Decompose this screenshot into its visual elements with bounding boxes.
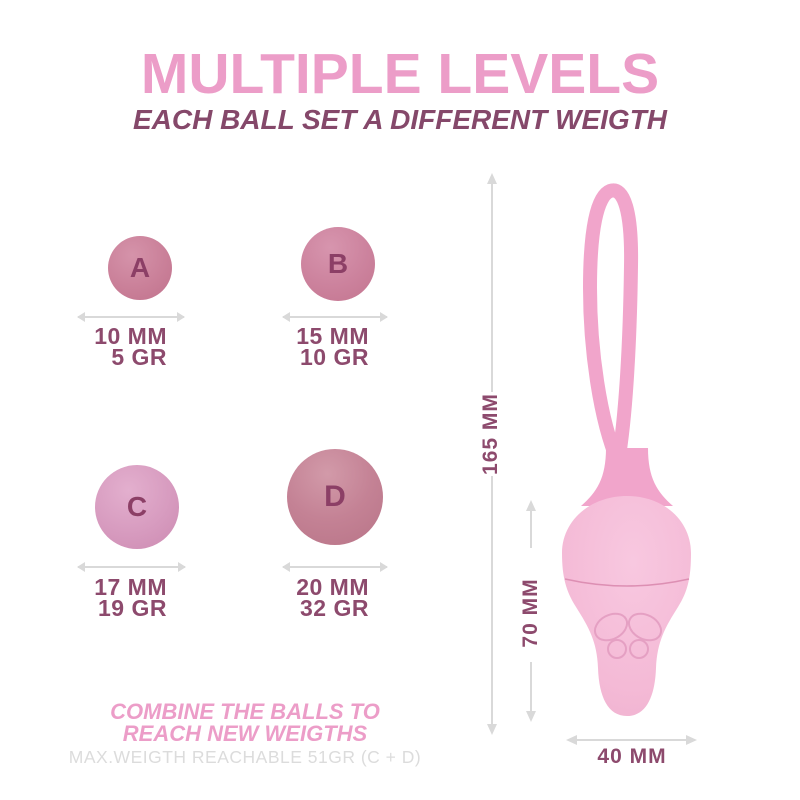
body-height-label: 70 MM xyxy=(519,578,542,648)
product-seam-line xyxy=(564,578,690,587)
product-loop xyxy=(583,183,639,469)
diameter-arrow-a xyxy=(77,312,185,322)
max-weight-note: MAX.WEIGTH REACHABLE 51GR (C + D) xyxy=(68,747,422,767)
ball-a: A xyxy=(108,236,172,300)
diameter-arrow-d xyxy=(282,562,388,572)
ball-b-letter: B xyxy=(327,248,349,279)
height-label: 165 MM xyxy=(479,393,502,475)
ball-b-weight: 10 GR xyxy=(300,344,369,370)
ball-a-weight: 5 GR xyxy=(111,344,167,370)
ball-d-size: 20 MM xyxy=(296,574,369,600)
ball-d-measure: 20 MM 32 GR xyxy=(242,574,369,621)
butterfly-emboss-icon xyxy=(593,612,663,659)
ball-d-weight: 32 GR xyxy=(300,595,369,621)
ball-c-measure: 17 MM 19 GR xyxy=(40,574,167,621)
ball-b-size: 15 MM xyxy=(296,323,369,349)
ball-d-letter: D xyxy=(324,480,346,513)
product-stem xyxy=(581,448,673,506)
page-subtitle: EACH BALL SET A DIFFERENT WEIGTH xyxy=(132,104,668,135)
ball-a-size: 10 MM xyxy=(94,323,167,349)
header: MULTIPLE LEVELS EACH BALL SET A DIFFEREN… xyxy=(0,44,800,134)
diameter-arrow-c xyxy=(77,562,186,572)
ball-b: B xyxy=(301,227,375,301)
ball-b-measure: 15 MM 10 GR xyxy=(242,323,369,370)
combine-line-2: REACH NEW WEIGTHS xyxy=(122,721,368,746)
ball-c-weight: 19 GR xyxy=(98,595,167,621)
ball-c-size: 17 MM xyxy=(94,574,167,600)
product-body xyxy=(562,496,691,716)
width-label: 40 MM xyxy=(597,745,667,768)
page-title: MULTIPLE LEVELS xyxy=(140,42,660,106)
ball-a-letter: A xyxy=(129,252,151,283)
combine-text: COMBINE THE BALLS TO REACH NEW WEIGTHS xyxy=(55,701,435,745)
ball-c: C xyxy=(95,465,179,549)
ball-c-letter: C xyxy=(126,491,148,522)
diameter-arrow-b xyxy=(282,312,388,322)
combine-line-1: COMBINE THE BALLS TO xyxy=(110,699,380,724)
ball-d: D xyxy=(287,449,383,545)
ball-a-measure: 10 MM 5 GR xyxy=(40,323,167,370)
